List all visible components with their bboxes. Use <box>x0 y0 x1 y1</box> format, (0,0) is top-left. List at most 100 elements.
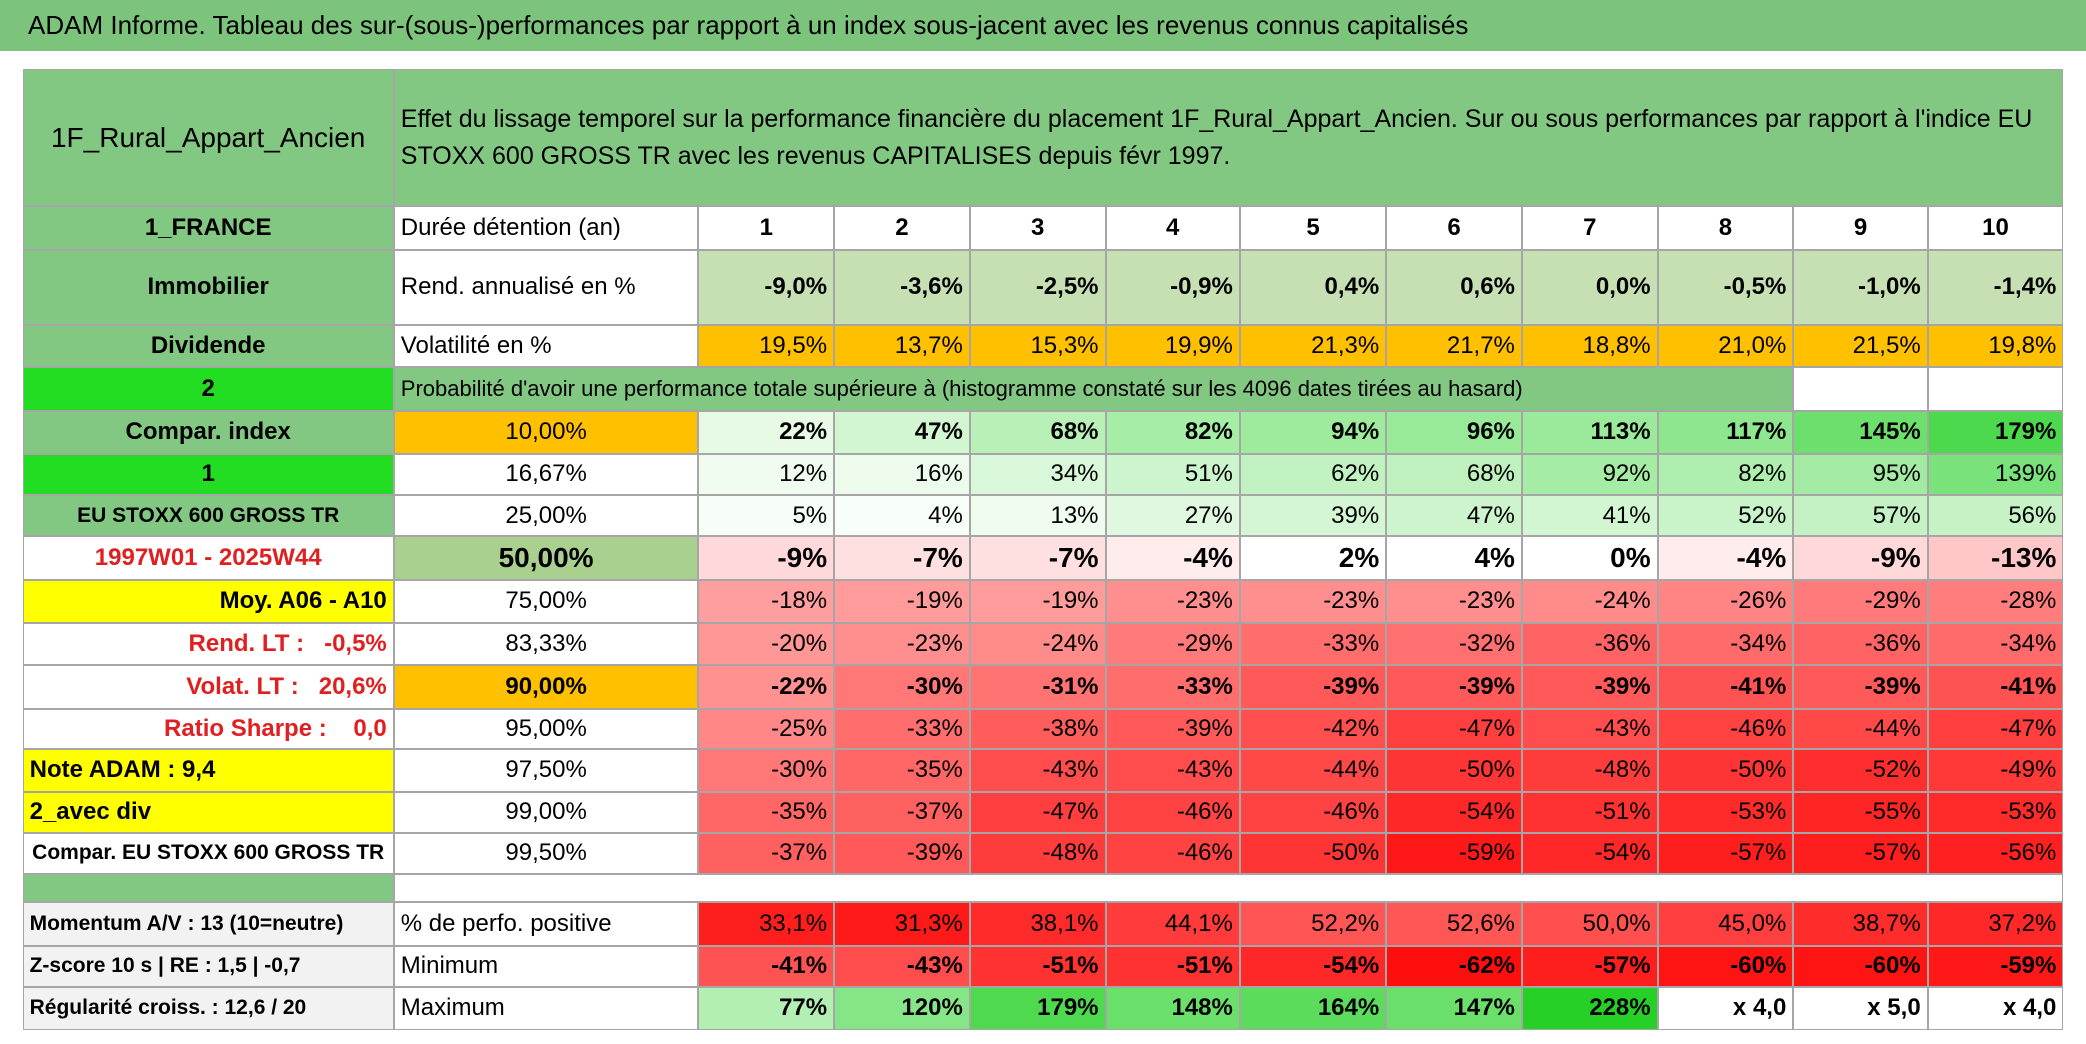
row-heading: 97,50% <box>393 748 699 792</box>
value-cell: 5 <box>1239 206 1387 251</box>
value-cell: 5% <box>698 494 835 537</box>
row-label: Volat. LT : 20,6% <box>22 665 394 710</box>
value-cell: x 4,0 <box>1657 987 1794 1030</box>
value-cell: 7 <box>1521 206 1658 251</box>
value-cell: -34% <box>1927 622 2064 666</box>
value-cell: -29% <box>1793 580 1928 623</box>
value-cell: 0,0% <box>1521 250 1658 325</box>
value-cell: -48% <box>969 832 1106 875</box>
value-cell: -32% <box>1386 622 1522 666</box>
value-cell: 82% <box>1657 453 1794 495</box>
value-cell: -43% <box>1105 748 1240 792</box>
value-cell: -46% <box>1657 709 1794 749</box>
value-cell: 34% <box>969 453 1106 495</box>
value-cell: -56% <box>1927 832 2064 875</box>
value-cell: 94% <box>1239 411 1387 454</box>
row-label: Note ADAM : 9,4 <box>22 748 394 792</box>
value-cell: -37% <box>698 832 835 875</box>
value-cell: -1,4% <box>1927 250 2064 325</box>
value-cell: -59% <box>1927 945 2064 988</box>
value-cell: 62% <box>1239 453 1387 495</box>
row-heading: 99,00% <box>393 791 699 833</box>
value-cell: 77% <box>698 987 835 1030</box>
value-cell: 82% <box>1105 411 1240 454</box>
value-cell: 47% <box>1386 494 1522 537</box>
value-cell: -4% <box>1105 536 1240 581</box>
row-label: 1 <box>22 453 394 495</box>
value-cell: 113% <box>1521 411 1658 454</box>
value-cell: 38,7% <box>1793 901 1928 946</box>
value-cell: -0,5% <box>1657 250 1794 325</box>
description: Effet du lissage temporel sur la perform… <box>393 69 2064 207</box>
value-cell: -35% <box>834 748 970 792</box>
value-cell: 0,4% <box>1239 250 1387 325</box>
row-heading: Volatilité en % <box>393 324 699 368</box>
value-cell: 3 <box>969 206 1106 251</box>
row-heading: Durée détention (an) <box>393 206 699 251</box>
row-label: Dividende <box>22 324 394 368</box>
value-cell: -60% <box>1793 945 1928 988</box>
row-heading: % de perfo. positive <box>393 901 699 946</box>
value-cell: -41% <box>1927 665 2064 710</box>
value-cell: 120% <box>834 987 970 1030</box>
value-cell: -1,0% <box>1793 250 1928 325</box>
value-cell: -48% <box>1521 748 1658 792</box>
row-label: Rend. LT : -0,5% <box>22 622 394 666</box>
value-cell: -24% <box>969 622 1106 666</box>
value-cell: 68% <box>969 411 1106 454</box>
value-cell: -23% <box>834 622 970 666</box>
value-cell: -50% <box>1386 748 1522 792</box>
value-cell: -62% <box>1386 945 1522 988</box>
value-cell: 39% <box>1239 494 1387 537</box>
value-cell: -29% <box>1105 622 1240 666</box>
value-cell: -43% <box>1521 709 1658 749</box>
value-cell: -59% <box>1386 832 1522 875</box>
value-cell: -60% <box>1657 945 1794 988</box>
value-cell: -23% <box>1105 580 1240 623</box>
value-cell: -30% <box>834 665 970 710</box>
value-cell: 12% <box>698 453 835 495</box>
value-cell: -33% <box>1105 665 1240 710</box>
value-cell: 47% <box>834 411 970 454</box>
value-cell: x 4,0 <box>1927 987 2064 1030</box>
empty-cell <box>1927 367 2064 412</box>
value-cell: 19,5% <box>698 324 835 368</box>
value-cell: -38% <box>969 709 1106 749</box>
value-cell: 21,3% <box>1239 324 1387 368</box>
title: ADAM Informe. Tableau des sur-(sous-)per… <box>0 0 2086 51</box>
row-label: 1_FRANCE <box>22 206 394 251</box>
value-cell: -47% <box>1386 709 1522 749</box>
value-cell: -53% <box>1927 791 2064 833</box>
value-cell: -34% <box>1657 622 1794 666</box>
value-cell: -44% <box>1239 748 1387 792</box>
value-cell: 0% <box>1521 536 1658 581</box>
row-label: Compar. index <box>22 411 394 454</box>
row-label: Régularité croiss. : 12,6 / 20 <box>22 987 394 1030</box>
value-cell: 8 <box>1657 206 1794 251</box>
value-cell: 117% <box>1657 411 1794 454</box>
value-cell: -54% <box>1239 945 1387 988</box>
row-label: Moy. A06 - A10 <box>22 580 394 623</box>
value-cell: 139% <box>1927 453 2064 495</box>
empty-cell <box>1793 367 1928 412</box>
value-cell: -36% <box>1793 622 1928 666</box>
value-cell: 52,6% <box>1386 901 1522 946</box>
value-cell: 38,1% <box>969 901 1106 946</box>
row-label: Ratio Sharpe : 0,0 <box>22 709 394 749</box>
value-cell: -31% <box>969 665 1106 710</box>
row-heading: 25,00% <box>393 494 699 537</box>
value-cell: 50,0% <box>1521 901 1658 946</box>
value-cell: 164% <box>1239 987 1387 1030</box>
value-cell: -20% <box>698 622 835 666</box>
value-cell: 0,6% <box>1386 250 1522 325</box>
value-cell: -46% <box>1105 832 1240 875</box>
row-heading: 16,67% <box>393 453 699 495</box>
row-label: Compar. EU STOXX 600 GROSS TR <box>22 832 394 875</box>
value-cell: 95% <box>1793 453 1928 495</box>
value-cell: -2,5% <box>969 250 1106 325</box>
value-cell: -39% <box>1239 665 1387 710</box>
row-heading: 83,33% <box>393 622 699 666</box>
row-heading: 75,00% <box>393 580 699 623</box>
row-label: Momentum A/V : 13 (10=neutre) <box>22 901 394 946</box>
